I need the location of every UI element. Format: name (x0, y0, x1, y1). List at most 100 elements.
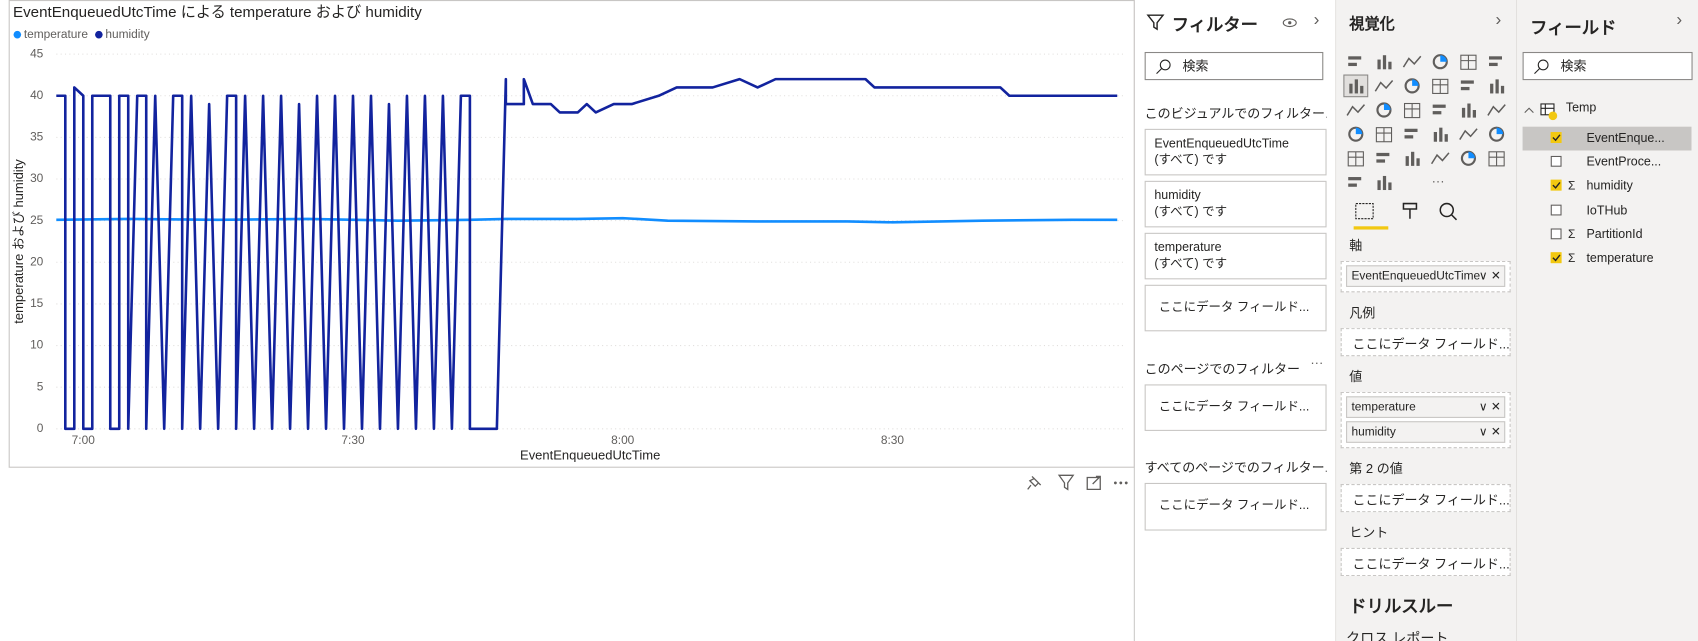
x-tick-label: 8:00 (611, 433, 635, 447)
icon-part (1440, 55, 1447, 62)
visual-type-icon[interactable] (1487, 104, 1506, 116)
visual-type-icon[interactable] (1348, 56, 1362, 67)
field-row[interactable]: EventProce... (1523, 151, 1692, 175)
filter-field: humidity (1154, 189, 1201, 203)
icon-part (1468, 151, 1475, 159)
more-icon[interactable]: ··· (1310, 355, 1324, 371)
drop-text: ここにデータ フィールド... (1352, 492, 1510, 508)
visual-type-icon[interactable] (1460, 80, 1474, 91)
field-well[interactable]: temperature ∨ ✕ humidity ∨ ✕ (1340, 391, 1511, 449)
more-icon[interactable] (1113, 481, 1128, 485)
fields-search[interactable]: 検索 (1522, 51, 1693, 81)
filter-drop[interactable]: ここにデータ フィールド... (1144, 384, 1327, 431)
field-checkbox[interactable] (1550, 156, 1562, 167)
chip-controls: ∨ ✕ (1478, 400, 1501, 414)
y-tick-label: 45 (30, 46, 44, 60)
icon-part (1540, 103, 1554, 115)
field-well[interactable]: ここにデータ フィールド... (1340, 547, 1511, 577)
visual-type-icon[interactable] (1377, 55, 1392, 70)
icon-part (1500, 85, 1505, 94)
visual-type-icon[interactable] (1433, 127, 1448, 142)
pin-icon[interactable] (1027, 475, 1042, 490)
field-well[interactable]: ここにデータ フィールド... (1340, 483, 1511, 513)
visual-type-icon[interactable] (1343, 74, 1369, 98)
icon-part (1495, 79, 1499, 94)
chip-label: humidity (1351, 425, 1396, 439)
filter-field: EventEnqueuedUtcTime (1154, 137, 1289, 151)
field-row[interactable]: Σ PartitionId (1523, 223, 1692, 247)
search-placeholder: 検索 (1560, 58, 1587, 74)
field-name: humidity (1586, 180, 1633, 194)
icon-part (1439, 127, 1443, 142)
field-well[interactable]: ここにデータ フィールド... (1340, 328, 1511, 357)
filter-card[interactable]: temperature (すべて) です (1144, 232, 1327, 280)
visual-type-icon[interactable] (1461, 103, 1477, 118)
visual-type-icon[interactable] (1348, 126, 1364, 142)
visual-type-icon[interactable] (1375, 127, 1393, 143)
visual-type-icon[interactable] (1402, 55, 1422, 68)
collapse-chevron[interactable]: › (1313, 10, 1320, 30)
filter-drop[interactable]: ここにデータ フィールド... (1144, 284, 1327, 332)
field-well[interactable]: EventEnqueuedUtcTime ∨ ✕ (1340, 260, 1511, 293)
visual-type-icon[interactable] (1405, 151, 1420, 166)
icon-part (1432, 111, 1442, 115)
icon-part (1524, 107, 1534, 113)
field-chip[interactable]: humidity ∨ ✕ (1346, 421, 1506, 443)
collapse-chevron[interactable]: › (1676, 10, 1683, 30)
visual-type-icon[interactable] (1432, 104, 1446, 115)
visual-type-icon[interactable] (1404, 128, 1418, 139)
collapse-chevron[interactable]: › (1495, 10, 1502, 30)
field-checkbox[interactable] (1550, 252, 1562, 264)
chip-controls: ∨ ✕ (1478, 425, 1501, 439)
icon-part (1146, 14, 1165, 31)
visual-type-icon[interactable] (1376, 102, 1392, 118)
icon-part (1348, 151, 1364, 166)
table-icon[interactable] (1520, 100, 1563, 122)
visual-type-icon[interactable] (1432, 78, 1449, 94)
x-tick-label: 7:00 (72, 433, 96, 447)
visual-type-icon[interactable] (1374, 79, 1394, 92)
field-row[interactable]: IoTHub (1523, 199, 1692, 223)
visual-type-icon[interactable] (1489, 126, 1505, 142)
visual-type-icon[interactable] (1460, 54, 1477, 70)
field-chip[interactable]: temperature ∨ ✕ (1346, 396, 1506, 418)
visual-type-icon[interactable] (1460, 150, 1477, 166)
visual-type-icon[interactable] (1403, 102, 1421, 119)
field-checkbox[interactable] (1550, 132, 1562, 143)
field-checkbox[interactable] (1550, 204, 1562, 216)
visual-type-icon[interactable] (1488, 151, 1505, 167)
field-chip[interactable]: EventEnqueuedUtcTime ∨ ✕ (1346, 265, 1506, 287)
visual-type-icon[interactable] (1377, 175, 1392, 191)
icon-part (1540, 103, 1555, 116)
filters-search[interactable]: 検索 (1144, 51, 1324, 81)
icon-part (1057, 474, 1075, 491)
filter-state: (すべて) です (1154, 205, 1228, 219)
filter-card[interactable]: EventEnqueuedUtcTime (すべて) です (1144, 128, 1327, 176)
visual-type-icon[interactable] (1404, 78, 1420, 94)
field-row[interactable]: EventEnque... (1522, 126, 1692, 151)
filter-icon[interactable] (1057, 474, 1075, 491)
visual-type-icon[interactable] (1376, 152, 1390, 163)
visual-type-icon[interactable] (1430, 152, 1450, 165)
focus-icon[interactable] (1086, 475, 1101, 491)
visual-type-icon[interactable] (1459, 128, 1478, 140)
visual-type-icon[interactable] (1347, 151, 1364, 167)
visual-type-icon[interactable] (1432, 54, 1448, 70)
icon-part (1349, 83, 1353, 94)
field-checkbox[interactable] (1550, 228, 1562, 240)
filter-card[interactable]: humidity (すべて) です (1144, 180, 1327, 228)
visual-type-icon[interactable] (1490, 79, 1505, 94)
filter-drop[interactable]: ここにデータ フィールド... (1144, 482, 1327, 531)
eye-icon[interactable] (1281, 16, 1298, 29)
icon-part (1489, 56, 1502, 60)
visual-type-icon[interactable] (1348, 177, 1362, 187)
field-checkbox[interactable] (1550, 180, 1562, 191)
analytics-tab (1450, 213, 1458, 221)
visual-type-icon[interactable] (1489, 56, 1502, 67)
chart-title: EventEnqueuedUtcTime による temperature および… (13, 4, 422, 21)
icon-part (1348, 183, 1357, 187)
visual-type-icon[interactable] (1346, 104, 1366, 116)
